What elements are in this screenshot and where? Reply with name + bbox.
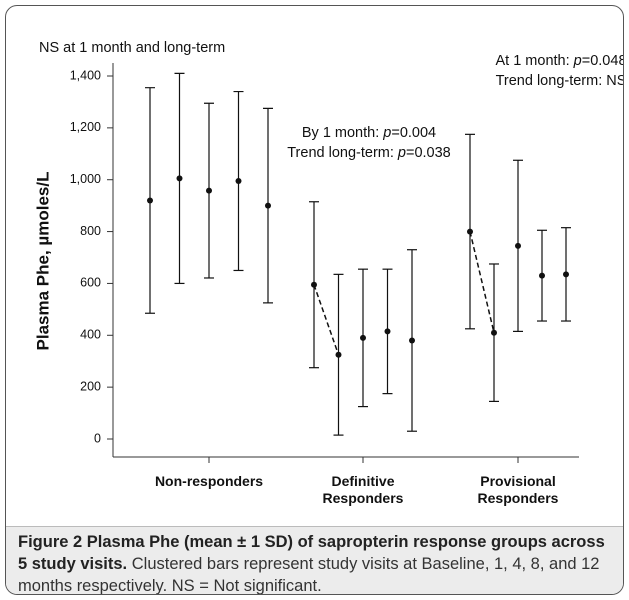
annotation-part: =0.048 [582,53,623,69]
mean-point [176,175,183,182]
mean-point [491,329,497,336]
caption-label: Figure 2 [18,533,83,551]
mean-point [235,178,242,185]
annotation: At 1 month: p=0.048 [495,53,623,69]
figure-frame: Plasma Phe, µmoles/L 0 200 400 600 800 1,000 1… [5,5,624,595]
change-link [313,284,340,355]
annotation-part: Trend long-term: [287,145,398,161]
mean-point [206,187,212,194]
y-tick-label: 600 [80,276,101,290]
annotation-part: =0.004 [391,125,436,141]
annotation-part: At 1 month: [495,53,573,69]
annotation-part: By 1 month: [302,125,383,141]
mean-point [147,197,153,204]
y-tick-label: 0 [94,431,101,445]
caption-title: Plasma Phe (mean ± 1 SD) of sapropterin … [18,533,605,573]
y-axis-label: Plasma Phe, µmoles/L [33,172,52,351]
annotation-part: p [382,125,391,141]
mean-point [563,271,569,278]
annotation: Trend long-term: p=0.038 [287,145,451,161]
y-tick-label: 1,400 [70,68,101,82]
x-tick-label: Non-responders [154,473,264,489]
annotation-part: p [573,53,582,69]
annotation-part: =0.038 [406,145,451,161]
mean-point [265,202,271,209]
y-tick-label: 400 [80,328,101,342]
mean-point [360,334,366,341]
caption-text: Figure 2 Plasma Phe (mean ± 1 SD) of sap… [6,527,623,595]
mean-point [409,337,415,344]
annotation-part: NS at 1 month and long-term [39,40,225,56]
caption-body: Clustered bars represent study visits at… [18,555,600,595]
mean-point [515,242,521,249]
mean-point [384,328,391,335]
mean-point [311,281,317,288]
x-tick-label: Provisional Responders [477,473,559,506]
y-tick-label: 1,200 [70,120,101,134]
annotation-part: p [397,145,406,161]
y-tick-label: 1,000 [70,172,101,186]
mean-point [467,228,473,235]
annotation-part: Trend long-term: NS [496,73,623,89]
annotation: Trend long-term: NS [496,73,623,89]
change-link [469,231,495,333]
caption: Figure 2 Plasma Phe (mean ± 1 SD) of sap… [6,526,623,595]
x-tick-label: Definitive Responders [322,473,404,506]
annotation: By 1 month: p=0.004 [302,125,436,141]
y-tick-label: 200 [80,379,101,393]
y-tick-label: 800 [80,224,101,238]
chart: Plasma Phe, µmoles/L 0 200 400 600 800 1,000 1… [33,40,623,463]
mean-point [335,351,342,358]
mean-point [539,272,545,279]
annotation: NS at 1 month and long-term [39,40,225,56]
